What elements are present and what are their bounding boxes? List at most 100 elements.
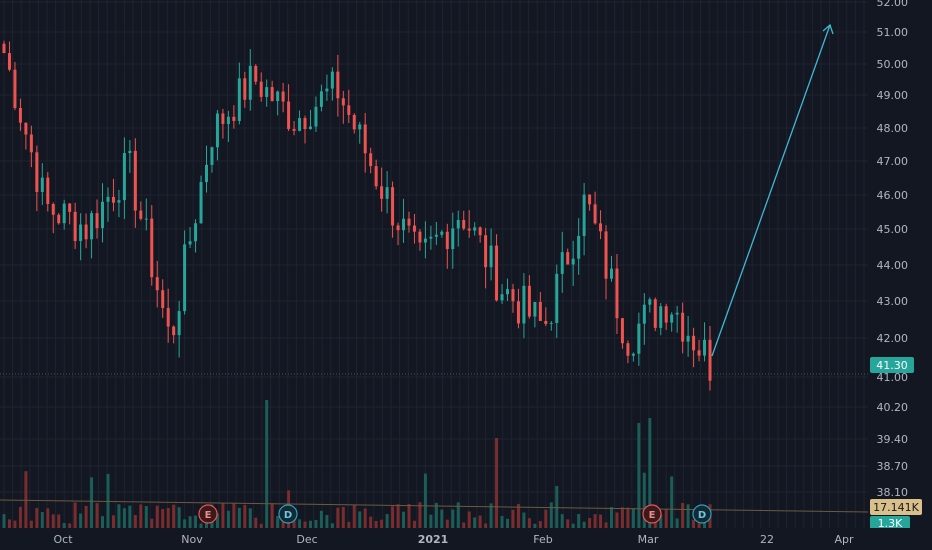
time-tick-label: Apr	[834, 533, 854, 546]
volume-bar	[215, 513, 219, 528]
volume-bar	[166, 507, 170, 528]
candle-body	[57, 214, 61, 224]
candle-body	[303, 118, 307, 130]
candle-body	[204, 164, 208, 183]
candle-body	[265, 87, 269, 97]
price-tick-label: 41.00	[877, 371, 909, 384]
arrow-head[interactable]	[822, 23, 834, 35]
volume-bar	[538, 521, 542, 528]
price-tick-label: 44.00	[877, 259, 909, 272]
time-axis[interactable]: Oct Nov Dec 2021 Feb Mar 22 Apr	[53, 533, 854, 546]
volume-bar	[73, 502, 77, 528]
volume-bar	[544, 509, 548, 528]
event-marker-dividend[interactable]: D	[278, 504, 298, 524]
candle-body	[555, 273, 559, 323]
volume-bar	[13, 520, 17, 528]
price-candles	[2, 40, 712, 391]
candle-body	[215, 113, 219, 148]
candle-body	[298, 118, 302, 131]
candle-body	[79, 224, 83, 241]
arrow-shaft[interactable]	[711, 24, 831, 357]
candle-body	[659, 306, 663, 328]
candle-body	[615, 268, 619, 319]
volume-bar	[385, 514, 389, 528]
candle-body	[243, 78, 247, 100]
volume-bar	[434, 502, 438, 528]
volume-bar	[402, 511, 406, 528]
candle-body	[549, 322, 553, 324]
earnings-marker-circle[interactable]	[198, 504, 218, 524]
price-tick-label: 52.00	[877, 0, 909, 9]
volume-bar	[418, 502, 422, 528]
volume-bar	[150, 518, 154, 528]
candle-body	[637, 323, 641, 354]
volume-tag	[870, 516, 910, 530]
candle-body	[489, 245, 493, 268]
volume-bar	[500, 516, 504, 528]
event-marker-earnings[interactable]: E	[642, 504, 662, 524]
price-axis[interactable]: 52.00 51.00 50.00 49.00 48.00 47.00 46.00 45.00…	[877, 0, 909, 499]
volume-bar	[2, 514, 6, 528]
candle-body	[292, 128, 296, 131]
candle-body	[653, 299, 657, 328]
price-tick-label: 46.00	[877, 189, 909, 202]
candle-body	[18, 108, 22, 123]
candle-body	[703, 339, 707, 356]
candle-body	[226, 116, 230, 125]
event-marker-dividend[interactable]: D	[692, 504, 712, 524]
volume-bar	[133, 515, 137, 528]
volume-bar	[330, 523, 334, 528]
earnings-marker-circle[interactable]	[642, 504, 662, 524]
volume-bar	[588, 518, 592, 528]
volume-bar	[303, 521, 307, 528]
dividend-marker-circle[interactable]	[692, 504, 712, 524]
volume-bar	[35, 507, 39, 528]
candle-body	[352, 114, 356, 130]
volume-label: 1.3K	[878, 517, 903, 530]
grid-lines	[0, 0, 868, 528]
volume-bar	[670, 476, 674, 528]
volume-bar	[648, 418, 652, 528]
event-marker-earnings[interactable]: E	[198, 504, 218, 524]
candle-body	[73, 211, 77, 241]
volume-bar	[369, 516, 373, 528]
candle-body	[133, 150, 137, 211]
volume-bar	[681, 502, 685, 528]
candle-body	[544, 320, 548, 324]
projection-arrow[interactable]	[711, 23, 834, 357]
volume-bar	[270, 503, 274, 528]
volume-bar	[51, 514, 55, 528]
price-tick-label: 50.00	[877, 58, 909, 71]
candle-body	[330, 71, 334, 89]
volume-bar	[396, 504, 400, 528]
volume-bar	[314, 519, 318, 528]
volume-bars	[2, 400, 712, 528]
price-tags: 41.30 17.141K 1.3K	[870, 357, 922, 530]
candle-body	[423, 238, 427, 243]
volume-bar	[144, 505, 148, 528]
volume-bar	[692, 519, 696, 528]
volume-bar	[232, 503, 236, 528]
volume-ma-label: 17.141K	[873, 501, 919, 514]
volume-bar	[183, 519, 187, 528]
candle-body	[670, 314, 674, 323]
volume-bar	[516, 503, 520, 528]
candle-body	[538, 301, 542, 321]
volume-bar	[423, 473, 427, 528]
last-price-label: 41.30	[876, 359, 908, 372]
candle-body	[675, 312, 679, 315]
candle-body	[336, 71, 340, 99]
candle-body	[451, 228, 455, 250]
candle-body	[2, 43, 6, 54]
candle-body	[642, 304, 646, 324]
candle-body	[325, 88, 329, 92]
candle-body	[144, 218, 148, 220]
volume-bar	[412, 520, 416, 528]
candle-body	[582, 194, 586, 236]
candle-body	[248, 65, 252, 100]
candle-body	[462, 219, 466, 229]
volume-bar	[451, 509, 455, 528]
dividend-marker-circle[interactable]	[278, 504, 298, 524]
